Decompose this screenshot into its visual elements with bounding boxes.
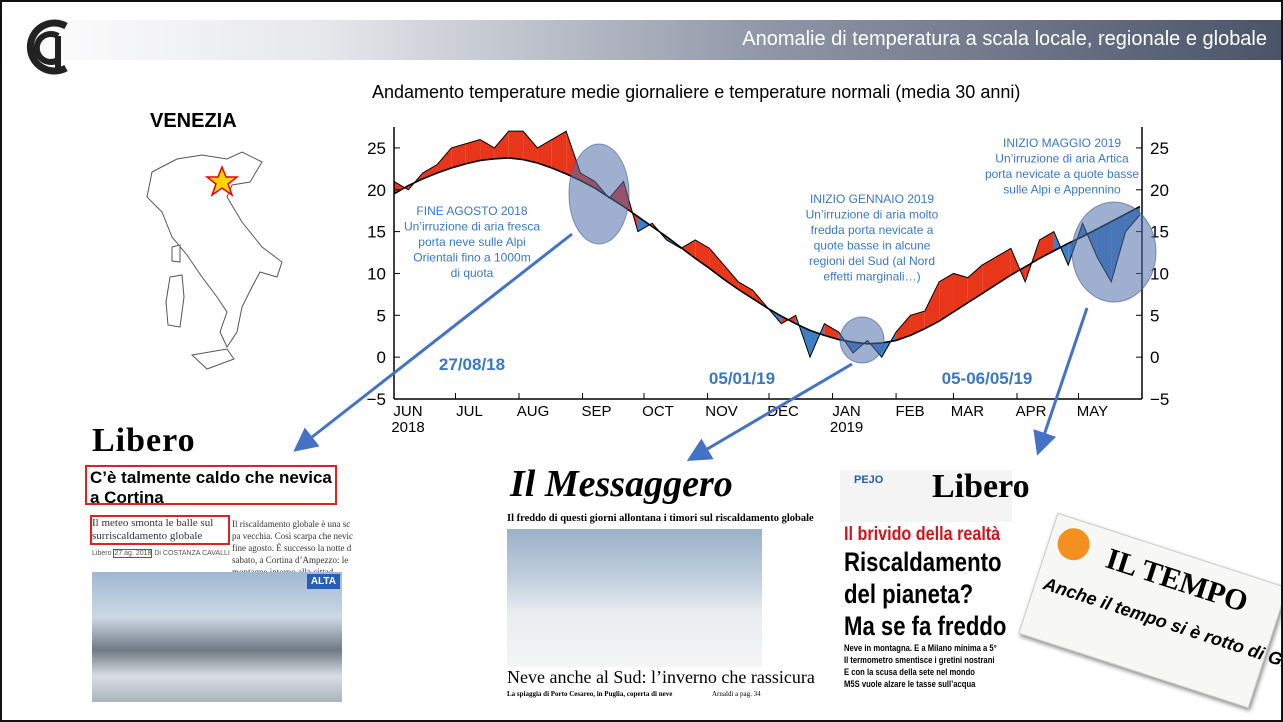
body-line: Il termometro smentisce i gretini nostra… (844, 654, 997, 666)
highlight (569, 144, 629, 244)
photo: ALTA (92, 572, 342, 702)
x-tick-label: FEB (895, 403, 924, 420)
x-year-label: 2019 (830, 419, 863, 436)
annotation-line: FINE AGOSTO 2018 (416, 204, 527, 218)
x-tick-label: JUN (393, 403, 422, 420)
annotation-line: quote basse in alcune (814, 239, 931, 253)
body-line: sabato, a Cortina d’Ampezzo: le (232, 554, 353, 566)
y-tick-label: 15 (367, 223, 386, 242)
byline-date: 27 ag. 2018 (113, 549, 152, 558)
annotation-line: Orientali fino a 1000m (413, 251, 530, 265)
arrow (1039, 308, 1087, 450)
x-tick-label: SEP (582, 403, 612, 420)
badge (1053, 524, 1093, 564)
y-tick-label: 5 (377, 306, 386, 325)
body-line: M5S vuole alzare le tasse sull’acqua (844, 678, 997, 690)
annotation-line: Un’irruzione di aria molto (806, 208, 939, 222)
byline-author: Di COSTANZA CAVALLI (154, 550, 229, 557)
highlight (1072, 202, 1156, 302)
annotation-line: regioni del Sud (al Nord (809, 254, 935, 268)
headline: Neve anche al Sud: l’inverno che rassicu… (507, 667, 815, 688)
slide: Anomalie di temperatura a scala locale, … (0, 0, 1283, 722)
annotation-line: Un’irruzione di aria Artica (995, 152, 1129, 166)
headline: C’è talmente caldo che nevica a Cortina (85, 465, 337, 505)
anomaly-fill (509, 131, 523, 159)
byline-source: Libero (92, 550, 111, 557)
anomaly-fill (724, 265, 738, 289)
body-line: E con la scusa della sete nel mondo (844, 666, 997, 678)
anomaly-fill (552, 131, 566, 174)
headline-line: Riscaldamento (844, 546, 1006, 578)
kicker: Il brivido della realtà (844, 524, 1000, 546)
anomaly-fill (480, 140, 494, 161)
byline: Libero 27 ag. 2018 Di COSTANZA CAVALLI (92, 550, 230, 557)
y2-tick-label: 0 (1150, 348, 1159, 367)
y-tick-label: 0 (377, 348, 386, 367)
subhead: Il meteo smonta le balle sul surriscalda… (90, 515, 230, 545)
tag: ALTA (307, 574, 340, 589)
annotation-line: effetti marginali…) (823, 270, 920, 284)
page-ref: Arnaldi a pag. 34 (712, 690, 761, 698)
anomaly-fill (953, 273, 967, 311)
x-year-label: 2018 (391, 419, 424, 436)
masthead: Libero (92, 422, 196, 460)
body-line: pa vecchia. Così scarpa che nevic (232, 530, 353, 542)
caption: La spiaggia di Porto Cesareo, in Puglia,… (507, 690, 672, 698)
y2-tick-label: 5 (1150, 306, 1159, 325)
annotation-line: INIZIO MAGGIO 2019 (1003, 136, 1121, 150)
annotation-date: 05/01/19 (709, 369, 775, 388)
x-tick-label: APR (1016, 403, 1047, 420)
highlight (840, 317, 884, 363)
x-tick-label: OCT (642, 403, 674, 420)
body-line: Neve in montagna. E a Milano minima a 5° (844, 642, 997, 654)
x-tick-label: MAY (1077, 403, 1108, 420)
y-tick-label: 20 (367, 181, 386, 200)
annotation-line: porta nevicate a quote basse (985, 167, 1139, 181)
masthead: Il Messaggero (510, 462, 733, 506)
annotation-line: sulle Alpi e Appennino (1003, 183, 1121, 197)
subhead: Il freddo di questi giorni allontana i t… (507, 513, 814, 524)
masthead: Libero (932, 468, 1030, 506)
annotation-line: fredda porta nevicate a (811, 223, 934, 237)
headline-line: del pianeta? (844, 578, 1006, 610)
y2-tick-label: 20 (1150, 181, 1169, 200)
annotation-date: 05-06/05/19 (942, 369, 1033, 388)
body-line: Il riscaldamento globale è una sc (232, 518, 353, 530)
photo (507, 529, 762, 667)
y-tick-label: 25 (367, 139, 386, 158)
annotation-line: Un’irruzione di aria fresca (404, 220, 540, 234)
y2-tick-label: −5 (1150, 390, 1169, 409)
annotation-line: di quota (451, 266, 494, 280)
body-text: Neve in montagna. E a Milano minima a 5°… (844, 642, 997, 690)
x-tick-label: NOV (705, 403, 738, 420)
y2-tick-label: 25 (1150, 139, 1169, 158)
x-tick-label: MAR (951, 403, 985, 420)
headline-line: Ma se fa freddo (844, 610, 1006, 642)
annotation-line: INIZIO GENNAIO 2019 (810, 192, 934, 206)
annotation-date: 27/08/18 (439, 355, 505, 374)
x-tick-label: JAN (832, 403, 860, 420)
brand: PEJO (854, 474, 883, 486)
y-tick-label: 10 (367, 264, 386, 283)
annotation-line: porta neve sulle Alpi (418, 235, 525, 249)
x-tick-label: AUG (517, 403, 550, 420)
body-line: fine agosto. È successo la notte d (232, 542, 353, 554)
x-tick-label: JUL (456, 403, 483, 420)
anomaly-fill (523, 131, 537, 163)
